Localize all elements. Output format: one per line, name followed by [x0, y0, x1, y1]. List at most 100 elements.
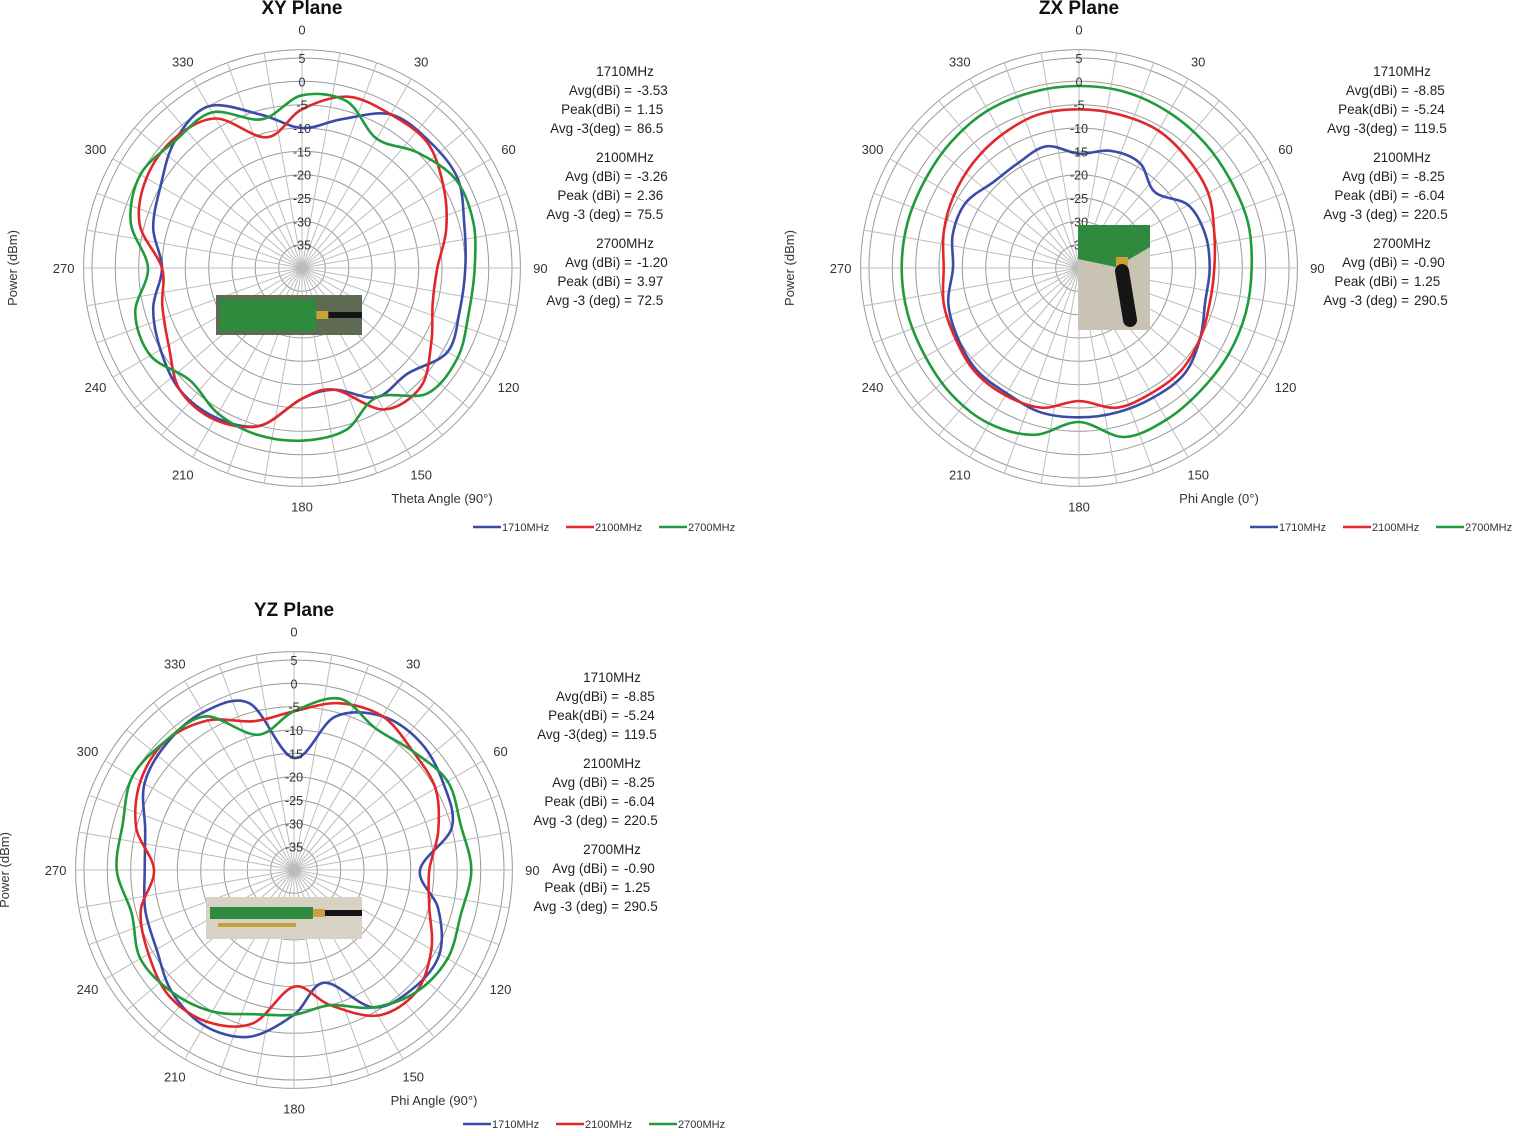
xy-angle-tick-label: 240	[85, 380, 107, 395]
yz-grid-spoke	[293, 680, 404, 871]
zx-grid-spoke	[911, 127, 1080, 269]
zx-x-axis-label: Phi Angle (0°)	[1179, 491, 1259, 506]
yz-legend-label: 2700MHz	[678, 1119, 725, 1131]
xy-x-axis-label: Theta Angle (90°)	[391, 491, 492, 506]
xy-grid-spoke	[301, 229, 518, 269]
zx-angle-tick-label: 150	[1187, 468, 1209, 483]
xy-grid-spoke	[301, 100, 443, 269]
yz-stats-label: Peak(dBi) =	[548, 708, 619, 723]
xy-stats-label: Avg -3 (deg) =	[546, 293, 632, 308]
xy-stats-label: Avg (dBi) =	[565, 255, 632, 270]
xy-stats-band-heading: 2700MHz	[596, 236, 654, 251]
xy-grid-spoke	[301, 78, 412, 269]
yz-trace-2100MHz	[133, 701, 441, 1028]
xy-grid-spoke	[301, 267, 518, 307]
zx-grid-spoke	[889, 267, 1080, 378]
xy-radial-tick-label: 0	[299, 75, 306, 89]
xy-trace-2700MHz	[129, 92, 477, 443]
zx-radial-tick-label: 0	[1076, 75, 1083, 89]
xy-stats-value: 86.5	[637, 121, 663, 136]
zx-grid-spoke	[1003, 267, 1080, 474]
xy-grid-spoke	[301, 62, 378, 269]
xy-legend-label: 2100MHz	[595, 522, 642, 534]
yz-stats-label: Avg -3(deg) =	[537, 727, 619, 742]
yz-angle-tick-label: 90	[525, 863, 539, 878]
yz-radial-tick-label: -25	[285, 794, 303, 808]
zx-radial-tick-label: -5	[1073, 99, 1084, 113]
yz-angle-tick-label: 150	[402, 1070, 424, 1085]
yz-chart-title: YZ Plane	[254, 600, 334, 621]
xy-stats-label: Peak (dBi) =	[557, 188, 632, 203]
yz-angle-tick-label: 240	[77, 982, 99, 997]
yz-grid-spoke	[293, 654, 333, 871]
xy-angle-tick-label: 180	[291, 499, 313, 514]
yz-y-axis-label: Power (dBm)	[0, 832, 12, 908]
zx-legend-label: 1710MHz	[1279, 522, 1326, 534]
xy-y-axis-label: Power (dBm)	[5, 230, 20, 306]
zx-radial-tick-label: 5	[1076, 52, 1083, 66]
yz-angle-tick-label: 210	[164, 1070, 186, 1085]
zx-grid-spoke	[911, 267, 1080, 409]
zx-angle-tick-label: 0	[1075, 23, 1082, 38]
zx-stats-value: 119.5	[1414, 121, 1447, 136]
zx-grid-spoke	[889, 158, 1080, 269]
xy-angle-tick-label: 90	[533, 261, 547, 276]
xy-legend-label: 2700MHz	[688, 522, 735, 534]
zx-stats-label: Avg -3(deg) =	[1327, 121, 1409, 136]
zx-stats-label: Avg -3 (deg) =	[1323, 293, 1409, 308]
xy-angle-tick-label: 60	[501, 142, 515, 157]
yz-angle-tick-label: 270	[45, 863, 67, 878]
yz-stats-value: -8.85	[624, 689, 655, 704]
yz-grid-spoke	[293, 760, 484, 871]
yz-grid-spoke	[104, 760, 295, 871]
zx-legend: 1710MHz 2100MHz 2700MHz	[1250, 522, 1512, 534]
yz-radial-tick-label: -20	[285, 771, 303, 785]
antenna-board-yz-photo	[206, 897, 362, 939]
xy-grid-spoke	[301, 127, 470, 269]
zx-trace-2100MHz	[941, 108, 1217, 410]
zx-angle-tick-label: 90	[1310, 261, 1324, 276]
xy-stats-value: 2.36	[637, 188, 663, 203]
yz-stats-value: -6.04	[624, 794, 655, 809]
yz-stats-band-heading: 2700MHz	[583, 842, 641, 857]
yz-grid-spoke	[293, 869, 500, 946]
xy-stats-value: 75.5	[637, 207, 663, 222]
zx-angle-tick-label: 330	[949, 55, 971, 70]
yz-angle-tick-label: 300	[77, 744, 99, 759]
xy-grid-spoke	[112, 158, 303, 269]
xy-legend-label: 1710MHz	[502, 522, 549, 534]
zx-angle-tick-label: 180	[1068, 499, 1090, 514]
xy-grid-spoke	[96, 267, 303, 344]
zx-grid-spoke	[873, 192, 1080, 269]
zx-radial-tick-label: -25	[1070, 192, 1088, 206]
yz-stats-value: -0.90	[624, 861, 655, 876]
yz-grid-spoke	[293, 729, 462, 871]
yz-legend: 1710MHz 2100MHz 2700MHz	[463, 1119, 725, 1131]
yz-legend-label: 2100MHz	[585, 1119, 632, 1131]
xy-stats-value: 72.5	[637, 293, 663, 308]
xy-grid-spoke	[134, 267, 303, 409]
yz-stats-label: Peak (dBi) =	[544, 880, 619, 895]
zx-grid-spoke	[938, 267, 1080, 436]
yz-stats-label: Avg -3 (deg) =	[533, 813, 619, 828]
zx-angle-tick-label: 60	[1278, 142, 1292, 157]
xy-stats-value: -3.26	[637, 169, 668, 184]
zx-stats-band-heading: 2700MHz	[1373, 236, 1431, 251]
xy-grid-spoke	[301, 267, 492, 378]
xy-grid-spoke	[86, 229, 303, 269]
zx-radial-tick-label: -20	[1070, 169, 1088, 183]
yz-stats-label: Avg (dBi) =	[552, 775, 619, 790]
yz-grid-spoke	[78, 869, 295, 909]
yz-grid-spoke	[255, 654, 295, 871]
xy-stats-band-heading: 2100MHz	[596, 150, 654, 165]
xy-stats-value: 3.97	[637, 274, 663, 289]
yz-legend-label: 1710MHz	[492, 1119, 539, 1131]
yz-grid-spoke	[293, 869, 484, 980]
yz-stats-value: 1.25	[624, 880, 650, 895]
xy-angle-tick-label: 270	[53, 261, 75, 276]
zx-angle-tick-label: 210	[949, 468, 971, 483]
zx-chart: ZX Plane 0 30 60 90 120 150 180 210 240 270 300 330 5…	[782, 0, 1512, 534]
xy-stats-label: Peak(dBi) =	[561, 102, 632, 117]
xy-stats-value: 1.15	[637, 102, 663, 117]
